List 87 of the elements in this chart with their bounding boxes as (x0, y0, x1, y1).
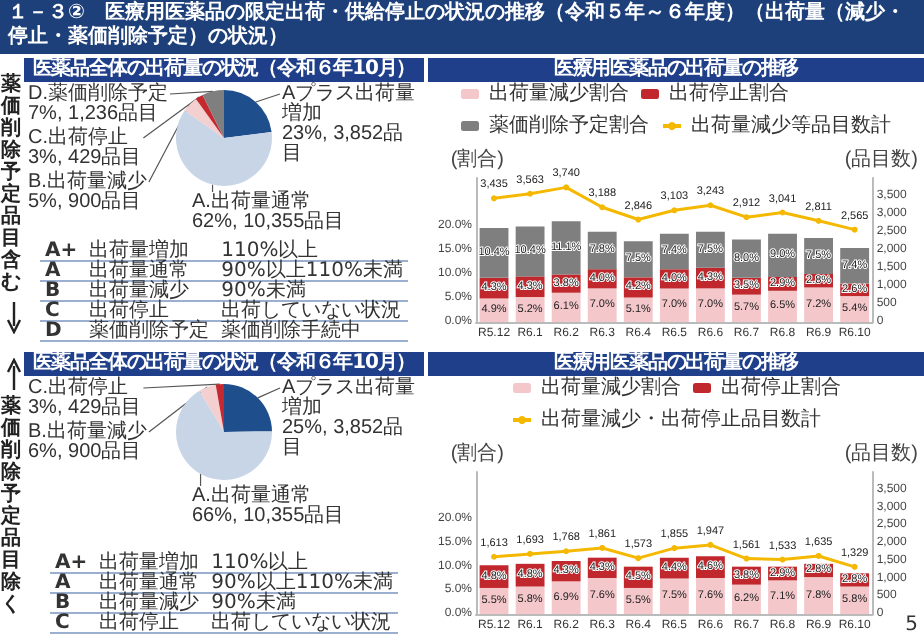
text: 110%以上 (205, 552, 399, 574)
text: 薬価削除予定品目除く (1, 396, 21, 616)
point (527, 190, 534, 197)
point (779, 209, 786, 216)
point (671, 545, 678, 552)
bar (804, 287, 834, 322)
text: C (49, 612, 94, 634)
text: 90%未満 (205, 592, 399, 614)
data-label: 5%, 900品目 (28, 191, 142, 213)
point (743, 214, 750, 221)
legend-label: 出荷停止割合 (721, 375, 841, 399)
text: 出荷していない状況 (205, 612, 399, 634)
point (671, 207, 678, 214)
point (527, 550, 534, 557)
text: 出荷量減少 (83, 280, 216, 302)
legend-label: 出荷量減少割合 (489, 81, 629, 105)
point (851, 563, 858, 570)
text: 出荷量増加 (93, 552, 206, 574)
legend-label: 出荷停止割合 (669, 81, 789, 105)
text: 出荷量減少 (93, 592, 206, 614)
text: 出荷していない状況 (215, 300, 409, 322)
slice-label: C.出荷停止 (28, 125, 128, 149)
point (563, 184, 570, 191)
text: 出荷量通常 (93, 572, 206, 594)
point (635, 555, 642, 562)
legend-label: 出荷量減少割合 (541, 375, 681, 399)
text: 出荷量通常 (83, 260, 216, 282)
chart-title: 医療用医薬品の出荷量の推移 (428, 352, 924, 376)
text: 5 (905, 614, 918, 636)
text: 90%未満 (215, 280, 409, 302)
point (779, 556, 786, 563)
slice-label: B.出荷量減少 (28, 419, 147, 443)
slice-label: A.出荷量通常 (192, 483, 311, 507)
point (491, 553, 498, 560)
point (707, 541, 714, 548)
text: 薬価削除予定品目含む (1, 74, 21, 294)
point (815, 552, 822, 559)
slice-label: Aプラス出荷量増加 (280, 81, 416, 125)
legend-label: 出荷量減少等品目数計 (691, 113, 891, 137)
text: B (49, 592, 94, 614)
point (491, 195, 498, 202)
text: 110%以上 (215, 240, 409, 262)
data-label: 25%, 3,852品目 (282, 417, 404, 459)
point (743, 555, 750, 562)
data-label: 3%, 429品目 (28, 147, 142, 169)
text: 薬価削除予定 (83, 320, 216, 342)
y-axis-title: (割合) (450, 441, 504, 465)
text: 出荷停止 (93, 612, 206, 634)
chart-title: 医療用医薬品の出荷量の推移 (428, 58, 924, 82)
data-label: 3%, 429品目 (28, 397, 142, 419)
text: 出荷量増加 (83, 240, 216, 262)
data-label: 62%, 10,355品目 (192, 211, 345, 233)
text: 90%以上110%未満 (205, 572, 399, 594)
text: B (39, 280, 84, 302)
y2-axis-title: (品目数) (844, 443, 919, 465)
data-label: 7%, 1,236品目 (28, 103, 159, 125)
data-label: 23%, 3,852品目 (282, 123, 404, 165)
bar (768, 580, 797, 614)
point (599, 204, 606, 211)
text: A (49, 572, 94, 594)
text: D (39, 320, 84, 342)
y-axis-title: (割合) (450, 147, 504, 171)
point (563, 548, 570, 555)
slice-label: D.薬価削除予定 (28, 81, 168, 105)
chart-title: 医薬品全体の出荷量の状況（令和６年10月） (24, 352, 424, 376)
chart-subtitle: 医薬品全体の出荷量の状況（令和６年10月） (24, 58, 424, 82)
point (707, 202, 714, 209)
slice-label: Aプラス出荷量増加 (280, 375, 416, 419)
text: 出荷停止 (83, 300, 216, 322)
text: １－３② 医療用医薬品の限定出荷・供給停止の状況の推移（令和５年～６年度）（出荷量（減少・停止・薬価削除予定）の状況） (0, 0, 924, 54)
text: 90%以上110%未満 (215, 260, 409, 282)
text: A (39, 260, 84, 282)
point (851, 226, 858, 233)
text: 薬価削除手続中 (215, 320, 409, 342)
text: C (39, 300, 84, 322)
legend-label: 薬価削除予定割合 (489, 113, 649, 137)
point (815, 217, 822, 224)
text: A+ (39, 240, 84, 262)
slice-label: C.出荷停止 (28, 375, 128, 399)
data-label: 66%, 10,355品目 (192, 505, 345, 527)
text: A+ (49, 552, 94, 574)
point (599, 544, 606, 551)
slice-label: A.出荷量通常 (192, 189, 311, 213)
slice-label: B.出荷量減少 (28, 169, 147, 193)
data-label: 6%, 900品目 (28, 441, 142, 463)
y2-axis-title: (品目数) (844, 149, 919, 171)
legend-label: 出荷量減少・出荷停止品目数計 (541, 407, 821, 431)
